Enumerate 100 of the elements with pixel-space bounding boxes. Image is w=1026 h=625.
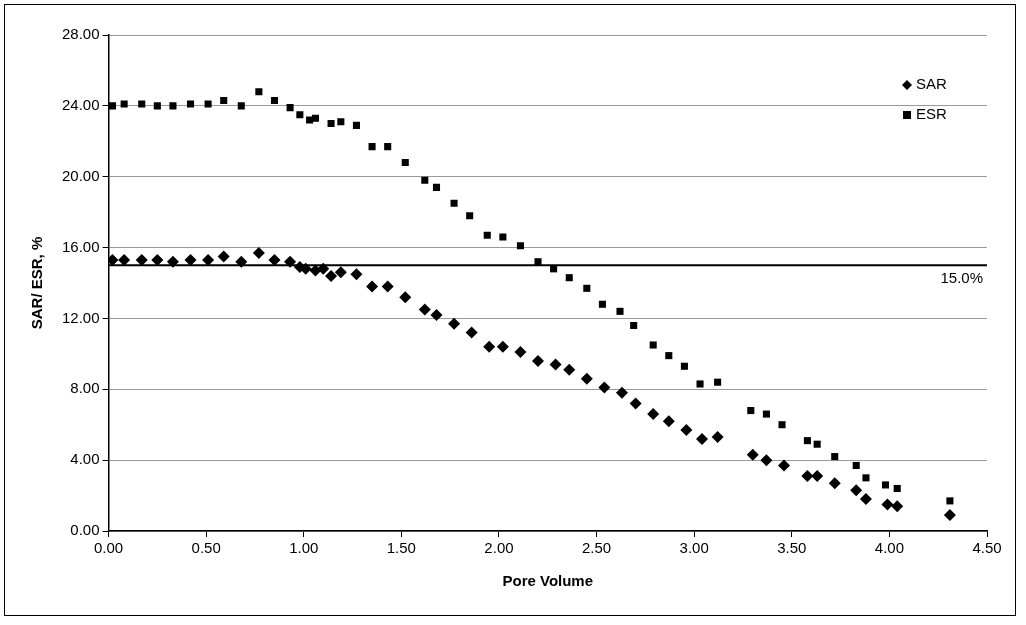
point (306, 116, 314, 124)
point (108, 253, 119, 266)
point (135, 253, 148, 266)
point (483, 340, 496, 353)
point (311, 114, 319, 122)
point (186, 100, 195, 108)
y-tick-label: 28.00 (61, 25, 100, 43)
legend-label: ESR (916, 105, 948, 123)
point (516, 242, 524, 250)
point (138, 100, 146, 108)
point (859, 493, 872, 506)
point (399, 291, 412, 304)
point (813, 440, 821, 448)
point (828, 477, 841, 490)
point (881, 498, 894, 511)
point (598, 381, 611, 394)
point (598, 300, 606, 308)
point (220, 97, 228, 105)
point (711, 431, 724, 444)
point (549, 358, 562, 371)
x-tick-label: 2.50 (581, 539, 612, 557)
point (296, 111, 304, 119)
point (881, 481, 890, 489)
point (309, 264, 322, 277)
y-tick-label: 8.00 (70, 379, 100, 397)
point (418, 303, 431, 316)
point (496, 340, 509, 353)
point (169, 102, 177, 110)
point (801, 470, 814, 483)
point (421, 176, 429, 184)
point (430, 308, 443, 321)
y-tick-label: 16.00 (61, 237, 100, 255)
y-tick-label: 24.00 (61, 96, 100, 113)
point (384, 143, 392, 151)
point (665, 352, 673, 360)
point (714, 378, 722, 386)
point (862, 474, 870, 482)
point (629, 397, 642, 410)
point (662, 415, 675, 428)
point (563, 363, 576, 376)
point (803, 437, 811, 445)
point (850, 484, 863, 497)
y-tick-label: 0.00 (70, 521, 100, 539)
point (534, 258, 542, 266)
point (217, 250, 230, 263)
point (630, 321, 638, 330)
x-tick-label: 1.00 (289, 539, 319, 557)
x-tick-label: 2.00 (484, 539, 514, 557)
point (255, 88, 263, 96)
point (327, 120, 335, 128)
point (120, 100, 128, 108)
x-tick-label: 3.50 (777, 539, 807, 557)
point (334, 266, 347, 279)
point (237, 102, 245, 110)
point (615, 386, 628, 399)
point (268, 253, 281, 266)
point (580, 372, 593, 385)
x-tick-label: 1.50 (386, 539, 416, 557)
point (777, 459, 790, 472)
point (893, 484, 901, 493)
point (368, 143, 376, 151)
point (852, 461, 860, 469)
x-tick-label: 4.50 (972, 539, 1002, 557)
legend-label: SAR (916, 75, 948, 93)
ref-line-label: 15.0% (940, 268, 983, 286)
point (252, 246, 265, 259)
point (647, 408, 660, 421)
point (381, 280, 394, 293)
point (696, 380, 704, 388)
point (680, 362, 688, 370)
point (151, 253, 164, 266)
point (337, 118, 345, 126)
point (778, 421, 786, 429)
y-axis-title: SAR/ ESR, % (28, 236, 46, 330)
point (831, 453, 839, 461)
point (108, 102, 116, 110)
x-axis-title: Pore Volume (502, 572, 594, 590)
point (286, 104, 294, 112)
x-tick-label: 0.50 (191, 539, 221, 557)
point (325, 269, 338, 282)
point (583, 284, 591, 292)
y-tick-label: 12.00 (61, 308, 100, 326)
point (184, 253, 197, 266)
point (680, 424, 693, 437)
point (616, 307, 624, 315)
x-tick-label: 4.00 (874, 539, 904, 557)
point (366, 280, 379, 293)
point (118, 253, 131, 266)
point (401, 159, 409, 167)
point (483, 231, 491, 239)
point (811, 470, 824, 483)
point (760, 454, 773, 467)
point (747, 407, 755, 415)
point (746, 448, 759, 461)
y-tick-label: 4.00 (70, 450, 100, 468)
point (565, 274, 573, 282)
point (202, 253, 215, 266)
point (943, 509, 956, 522)
point (466, 212, 474, 220)
point (499, 233, 507, 241)
